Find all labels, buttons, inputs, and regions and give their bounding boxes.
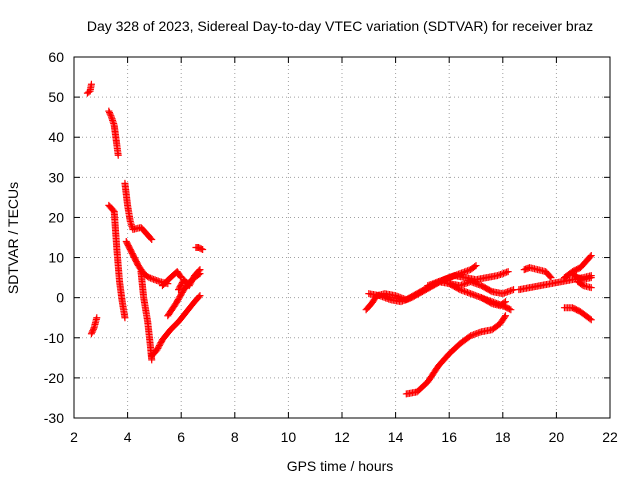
series-track-b <box>121 179 207 364</box>
data-point <box>89 325 97 333</box>
data-point <box>195 267 203 275</box>
y-tick-label: -10 <box>44 330 64 346</box>
y-tick-label: 50 <box>48 89 64 105</box>
x-tick-label: 10 <box>281 429 297 445</box>
y-tick-label: 20 <box>48 209 64 225</box>
data-point <box>89 327 97 335</box>
data-point <box>546 272 554 280</box>
grid-lines <box>74 57 610 418</box>
data-point <box>504 268 512 276</box>
x-tick-label: 20 <box>549 429 565 445</box>
data-point <box>196 266 204 274</box>
data-point <box>106 109 114 117</box>
data-point <box>471 263 479 271</box>
data-point <box>547 274 555 282</box>
data-point <box>587 274 595 282</box>
chart-title: Day 328 of 2023, Sidereal Day-to-day VTE… <box>87 18 593 34</box>
x-axis-label: GPS time / hours <box>287 458 394 474</box>
x-tick-label: 18 <box>495 429 511 445</box>
y-tick-label: -30 <box>44 410 64 426</box>
x-tick-label: 12 <box>334 429 350 445</box>
data-point <box>114 151 122 159</box>
data-point <box>587 284 595 292</box>
x-tick-label: 6 <box>177 429 185 445</box>
data-point <box>106 110 114 118</box>
y-tick-label: 10 <box>48 250 64 266</box>
x-tick-label: 4 <box>124 429 132 445</box>
data-point <box>195 293 203 301</box>
data-point <box>147 234 155 242</box>
x-tick-label: 14 <box>388 429 404 445</box>
data-point <box>177 274 185 282</box>
data-point <box>507 306 515 314</box>
y-tick-label: 40 <box>48 129 64 145</box>
data-point <box>472 262 480 270</box>
data-point <box>87 330 95 338</box>
data-points <box>83 80 595 398</box>
data-point <box>107 112 115 120</box>
data-point <box>587 316 595 324</box>
data-point <box>87 80 95 88</box>
series-track-c <box>362 252 595 398</box>
data-point <box>121 314 129 322</box>
x-tick-label: 16 <box>441 429 457 445</box>
data-point <box>105 107 113 115</box>
data-point <box>196 292 204 300</box>
y-axis-label: SDTVAR / TECUs <box>5 182 21 294</box>
data-point <box>501 312 509 320</box>
data-point <box>199 246 207 254</box>
data-point <box>93 314 101 322</box>
y-tick-label: 0 <box>56 290 64 306</box>
y-tick-label: 60 <box>48 49 64 65</box>
data-point <box>176 272 184 280</box>
data-point <box>586 315 594 323</box>
data-point <box>500 299 508 307</box>
y-tick-label: 30 <box>48 169 64 185</box>
data-point <box>197 245 205 253</box>
axis-ticks: 2 4 6 8 10 12 14 16 18 20 22 -30 -20 -10 0 10 20 30 40 50 60 <box>44 49 618 445</box>
data-point <box>586 253 594 261</box>
data-point <box>88 328 96 336</box>
data-point <box>148 236 156 244</box>
x-tick-label: 22 <box>602 429 618 445</box>
series-track-a <box>83 80 129 338</box>
data-point <box>501 298 509 306</box>
y-tick-label: -20 <box>44 370 64 386</box>
x-tick-label: 2 <box>70 429 78 445</box>
data-point <box>506 305 513 313</box>
data-point <box>501 313 509 321</box>
data-point <box>587 252 595 260</box>
x-tick-label: 8 <box>231 429 239 445</box>
data-point <box>487 299 495 307</box>
